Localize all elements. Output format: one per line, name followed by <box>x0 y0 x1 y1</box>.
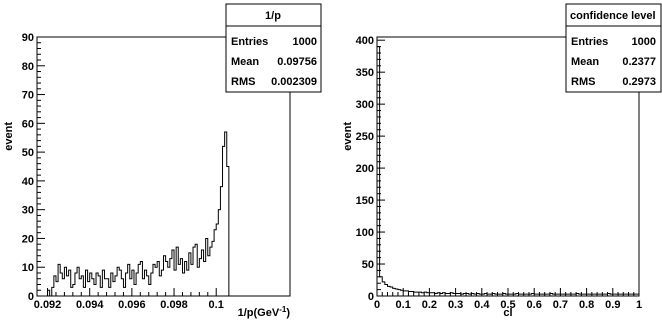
x-tick-label: 0.096 <box>118 299 146 311</box>
histogram-line <box>47 131 231 297</box>
y-tick-label: 10 <box>22 262 34 274</box>
stats-value-mean: 0.09756 <box>277 56 317 68</box>
y-tick-label: 150 <box>356 195 374 207</box>
stats-box-frame <box>225 3 322 93</box>
y-tick-label: 200 <box>356 163 374 175</box>
x-axis-label: cl <box>503 307 512 319</box>
y-tick-label: 50 <box>362 259 374 271</box>
x-tick-label: 0.5 <box>500 299 515 311</box>
y-tick-label: 350 <box>356 67 374 79</box>
stats-value-mean: 0.2377 <box>622 56 656 68</box>
x-tick-label: 0.2 <box>422 299 437 311</box>
x-axis: 0 0.1 0.2 0.3 0.4 0.5 0.6 0.7 0.8 0.9 1 <box>374 288 642 311</box>
y-tick-label: 30 <box>22 205 34 217</box>
y-tick-label: 50 <box>22 147 34 159</box>
stats-title: 1/p <box>265 10 281 22</box>
x-tick-label: 0.1 <box>209 299 224 311</box>
y-tick-label: 250 <box>356 131 374 143</box>
plot-frame <box>36 36 291 297</box>
x-tick-label: 0.094 <box>76 299 104 311</box>
x-tick-label: 0.7 <box>553 299 568 311</box>
x-tick-label: 0 <box>374 299 380 311</box>
stats-label-mean: Mean <box>231 56 259 68</box>
stats-label-entries: Entries <box>571 36 608 48</box>
x-tick-label: 0.098 <box>160 299 188 311</box>
stats-title: confidence level <box>570 10 656 22</box>
stats-value-rms: 0.002309 <box>271 76 317 88</box>
y-tick-label: 90 <box>22 32 34 44</box>
stats-box: confidence level Entries 1000 Mean 0.237… <box>565 3 662 93</box>
stats-value-entries: 1000 <box>632 36 656 48</box>
x-tick-label: 0.3 <box>448 299 463 311</box>
x-axis-label: 1/p(GeV-1) <box>238 305 291 319</box>
stats-value-entries: 1000 <box>293 36 317 48</box>
stats-label-rms: RMS <box>231 76 255 88</box>
y-tick-label: 100 <box>356 227 374 239</box>
x-tick-label: 0.8 <box>579 299 594 311</box>
x-axis-label-suffix: ) <box>286 307 290 319</box>
stats-label-mean: Mean <box>571 56 599 68</box>
y-tick-label: 300 <box>356 99 374 111</box>
x-tick-label: 0.1 <box>396 299 411 311</box>
chart-inverse-momentum: 0 10 20 30 40 50 60 70 80 90 0.092 0.094 0.096 0.098… <box>3 3 322 319</box>
x-axis-label-main: 1/p(GeV <box>238 307 280 319</box>
y-tick-label: 40 <box>22 176 34 188</box>
stats-label-rms: RMS <box>571 76 595 88</box>
y-tick-label: 60 <box>22 118 34 130</box>
stats-value-rms: 0.2973 <box>622 76 656 88</box>
x-tick-label: 1 <box>636 299 642 311</box>
y-axis-label: event <box>3 122 15 151</box>
y-tick-label: 0 <box>368 291 374 303</box>
y-tick-label: 80 <box>22 61 34 73</box>
chart-confidence-level: 0 50 100 150 200 250 300 350 400 0 0.1 0.2 0.3 0.4 0.… <box>342 3 662 319</box>
x-axis-label-sup: -1 <box>279 305 287 314</box>
x-tick-label: 0.092 <box>34 299 62 311</box>
y-axis: 0 10 20 30 40 50 60 70 80 90 <box>22 32 45 303</box>
stats-box-frame <box>565 3 662 93</box>
y-tick-label: 70 <box>22 90 34 102</box>
stats-box: 1/p Entries 1000 Mean 0.09756 RMS 0.0023… <box>225 3 322 93</box>
y-tick-label: 0 <box>28 291 34 303</box>
y-tick-label: 400 <box>356 35 374 47</box>
x-tick-label: 0.4 <box>474 299 490 311</box>
y-tick-label: 20 <box>22 233 34 245</box>
x-tick-label: 0.9 <box>605 299 620 311</box>
y-axis: 0 50 100 150 200 250 300 350 400 <box>356 35 385 303</box>
x-tick-label: 0.6 <box>527 299 542 311</box>
x-axis: 0.092 0.094 0.096 0.098 0.1 <box>34 288 224 311</box>
stats-label-entries: Entries <box>231 36 268 48</box>
y-axis-label: event <box>342 122 354 151</box>
